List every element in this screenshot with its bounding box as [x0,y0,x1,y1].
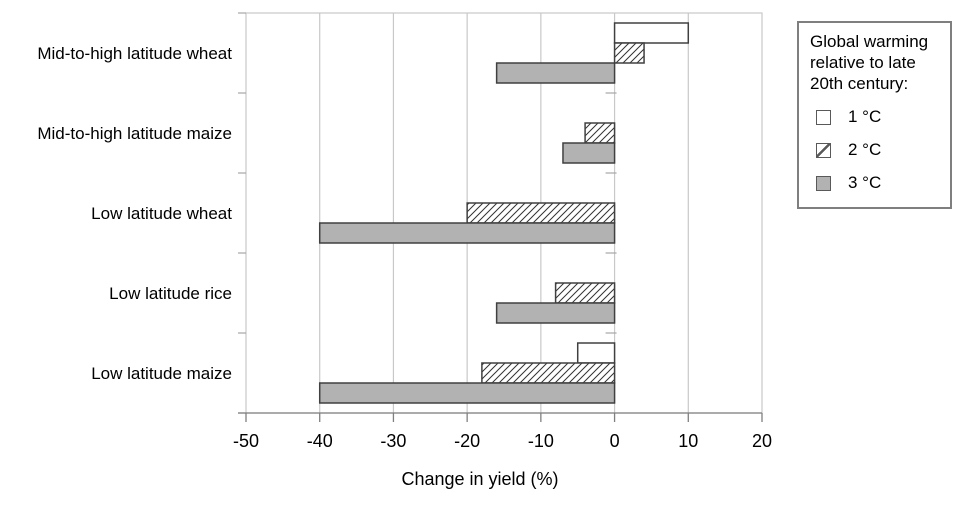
legend-title-line: Global warming [810,32,929,51]
bar-low-latitude-rice-2-c [554,282,616,304]
diagonal-hatched-square-swatch-icon [816,142,831,158]
gray-square-swatch-icon [816,175,831,191]
category-label: Low latitude rice [109,284,232,303]
white-square-swatch-icon [816,109,831,125]
bar-mid-to-high-latitude-maize-3-c [562,142,616,164]
legend-entry-label: 2 °C [848,140,882,159]
category-label: Low latitude maize [91,364,232,383]
bar-mid-to-high-latitude-wheat-3-c [495,62,616,84]
bar-low-latitude-rice-3-c [495,302,616,324]
legend-title: Global warming relative to late 20th cen… [810,31,946,94]
x-tick-label: 0 [610,431,620,451]
legend-entry-2c: 2 °C [810,140,946,160]
bar-low-latitude-maize-3-c [318,382,616,404]
legend: Global warming relative to late 20th cen… [797,21,952,209]
legend-entry-1c: 1 °C [810,107,946,127]
category-label: Low latitude wheat [91,204,232,223]
x-tick-label: -40 [307,431,333,451]
legend-title-line: 20th century: [810,74,909,93]
bar-low-latitude-wheat-2-c [466,202,616,224]
x-tick-label: -30 [380,431,406,451]
legend-entry-label: 1 °C [848,107,882,126]
legend-title-line: relative to late [810,53,916,72]
x-tick-label: -50 [233,431,259,451]
category-label: Mid-to-high latitude wheat [37,44,232,63]
legend-entry-3c: 3 °C [810,173,946,193]
x-tick-label: -20 [454,431,480,451]
bar-low-latitude-maize-2-c [481,362,616,384]
legend-entry-label: 3 °C [848,173,882,192]
x-tick-label: 10 [678,431,698,451]
bar-low-latitude-maize-1-c [576,342,616,364]
x-tick-label: 20 [752,431,772,451]
x-axis-title: Change in yield (%) [401,469,559,489]
category-label: Mid-to-high latitude maize [37,124,232,143]
bar-mid-to-high-latitude-wheat-1-c [613,22,690,44]
bar-low-latitude-wheat-3-c [318,222,616,244]
x-tick-label: -10 [528,431,554,451]
bar-mid-to-high-latitude-maize-2-c [584,122,616,144]
bar-mid-to-high-latitude-wheat-2-c [613,42,645,64]
